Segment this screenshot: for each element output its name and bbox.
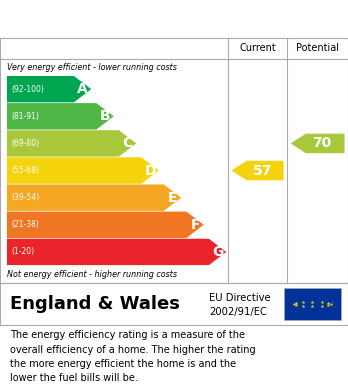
- Polygon shape: [7, 103, 114, 129]
- Text: B: B: [100, 109, 110, 123]
- Text: England & Wales: England & Wales: [10, 295, 180, 313]
- Text: Very energy efficient - lower running costs: Very energy efficient - lower running co…: [7, 63, 177, 72]
- Text: 57: 57: [252, 163, 272, 178]
- Text: (55-68): (55-68): [11, 166, 39, 175]
- Text: E: E: [168, 191, 177, 204]
- Text: 2002/91/EC: 2002/91/EC: [209, 307, 267, 317]
- Text: Current: Current: [239, 43, 276, 54]
- Text: Potential: Potential: [296, 43, 339, 54]
- Text: G: G: [212, 245, 223, 259]
- Polygon shape: [7, 157, 159, 184]
- Text: (1-20): (1-20): [11, 248, 34, 256]
- Polygon shape: [7, 130, 136, 157]
- Text: EU Directive: EU Directive: [209, 293, 270, 303]
- Polygon shape: [231, 161, 284, 180]
- Polygon shape: [7, 239, 226, 265]
- Text: A: A: [77, 82, 88, 96]
- Text: (69-80): (69-80): [11, 139, 39, 148]
- Bar: [284, 288, 341, 320]
- Text: C: C: [122, 136, 133, 151]
- Text: (92-100): (92-100): [11, 85, 44, 94]
- Text: (21-38): (21-38): [11, 220, 39, 229]
- Text: The energy efficiency rating is a measure of the
overall efficiency of a home. T: The energy efficiency rating is a measur…: [10, 330, 256, 384]
- Text: F: F: [190, 218, 200, 232]
- Polygon shape: [291, 134, 345, 153]
- Text: (81-91): (81-91): [11, 112, 39, 121]
- Text: D: D: [144, 163, 156, 178]
- Text: 70: 70: [313, 136, 332, 151]
- Text: (39-54): (39-54): [11, 193, 39, 202]
- Text: Energy Efficiency Rating: Energy Efficiency Rating: [10, 11, 239, 29]
- Text: Not energy efficient - higher running costs: Not energy efficient - higher running co…: [7, 270, 177, 279]
- Polygon shape: [7, 185, 181, 211]
- Polygon shape: [7, 76, 91, 102]
- Polygon shape: [7, 212, 204, 238]
